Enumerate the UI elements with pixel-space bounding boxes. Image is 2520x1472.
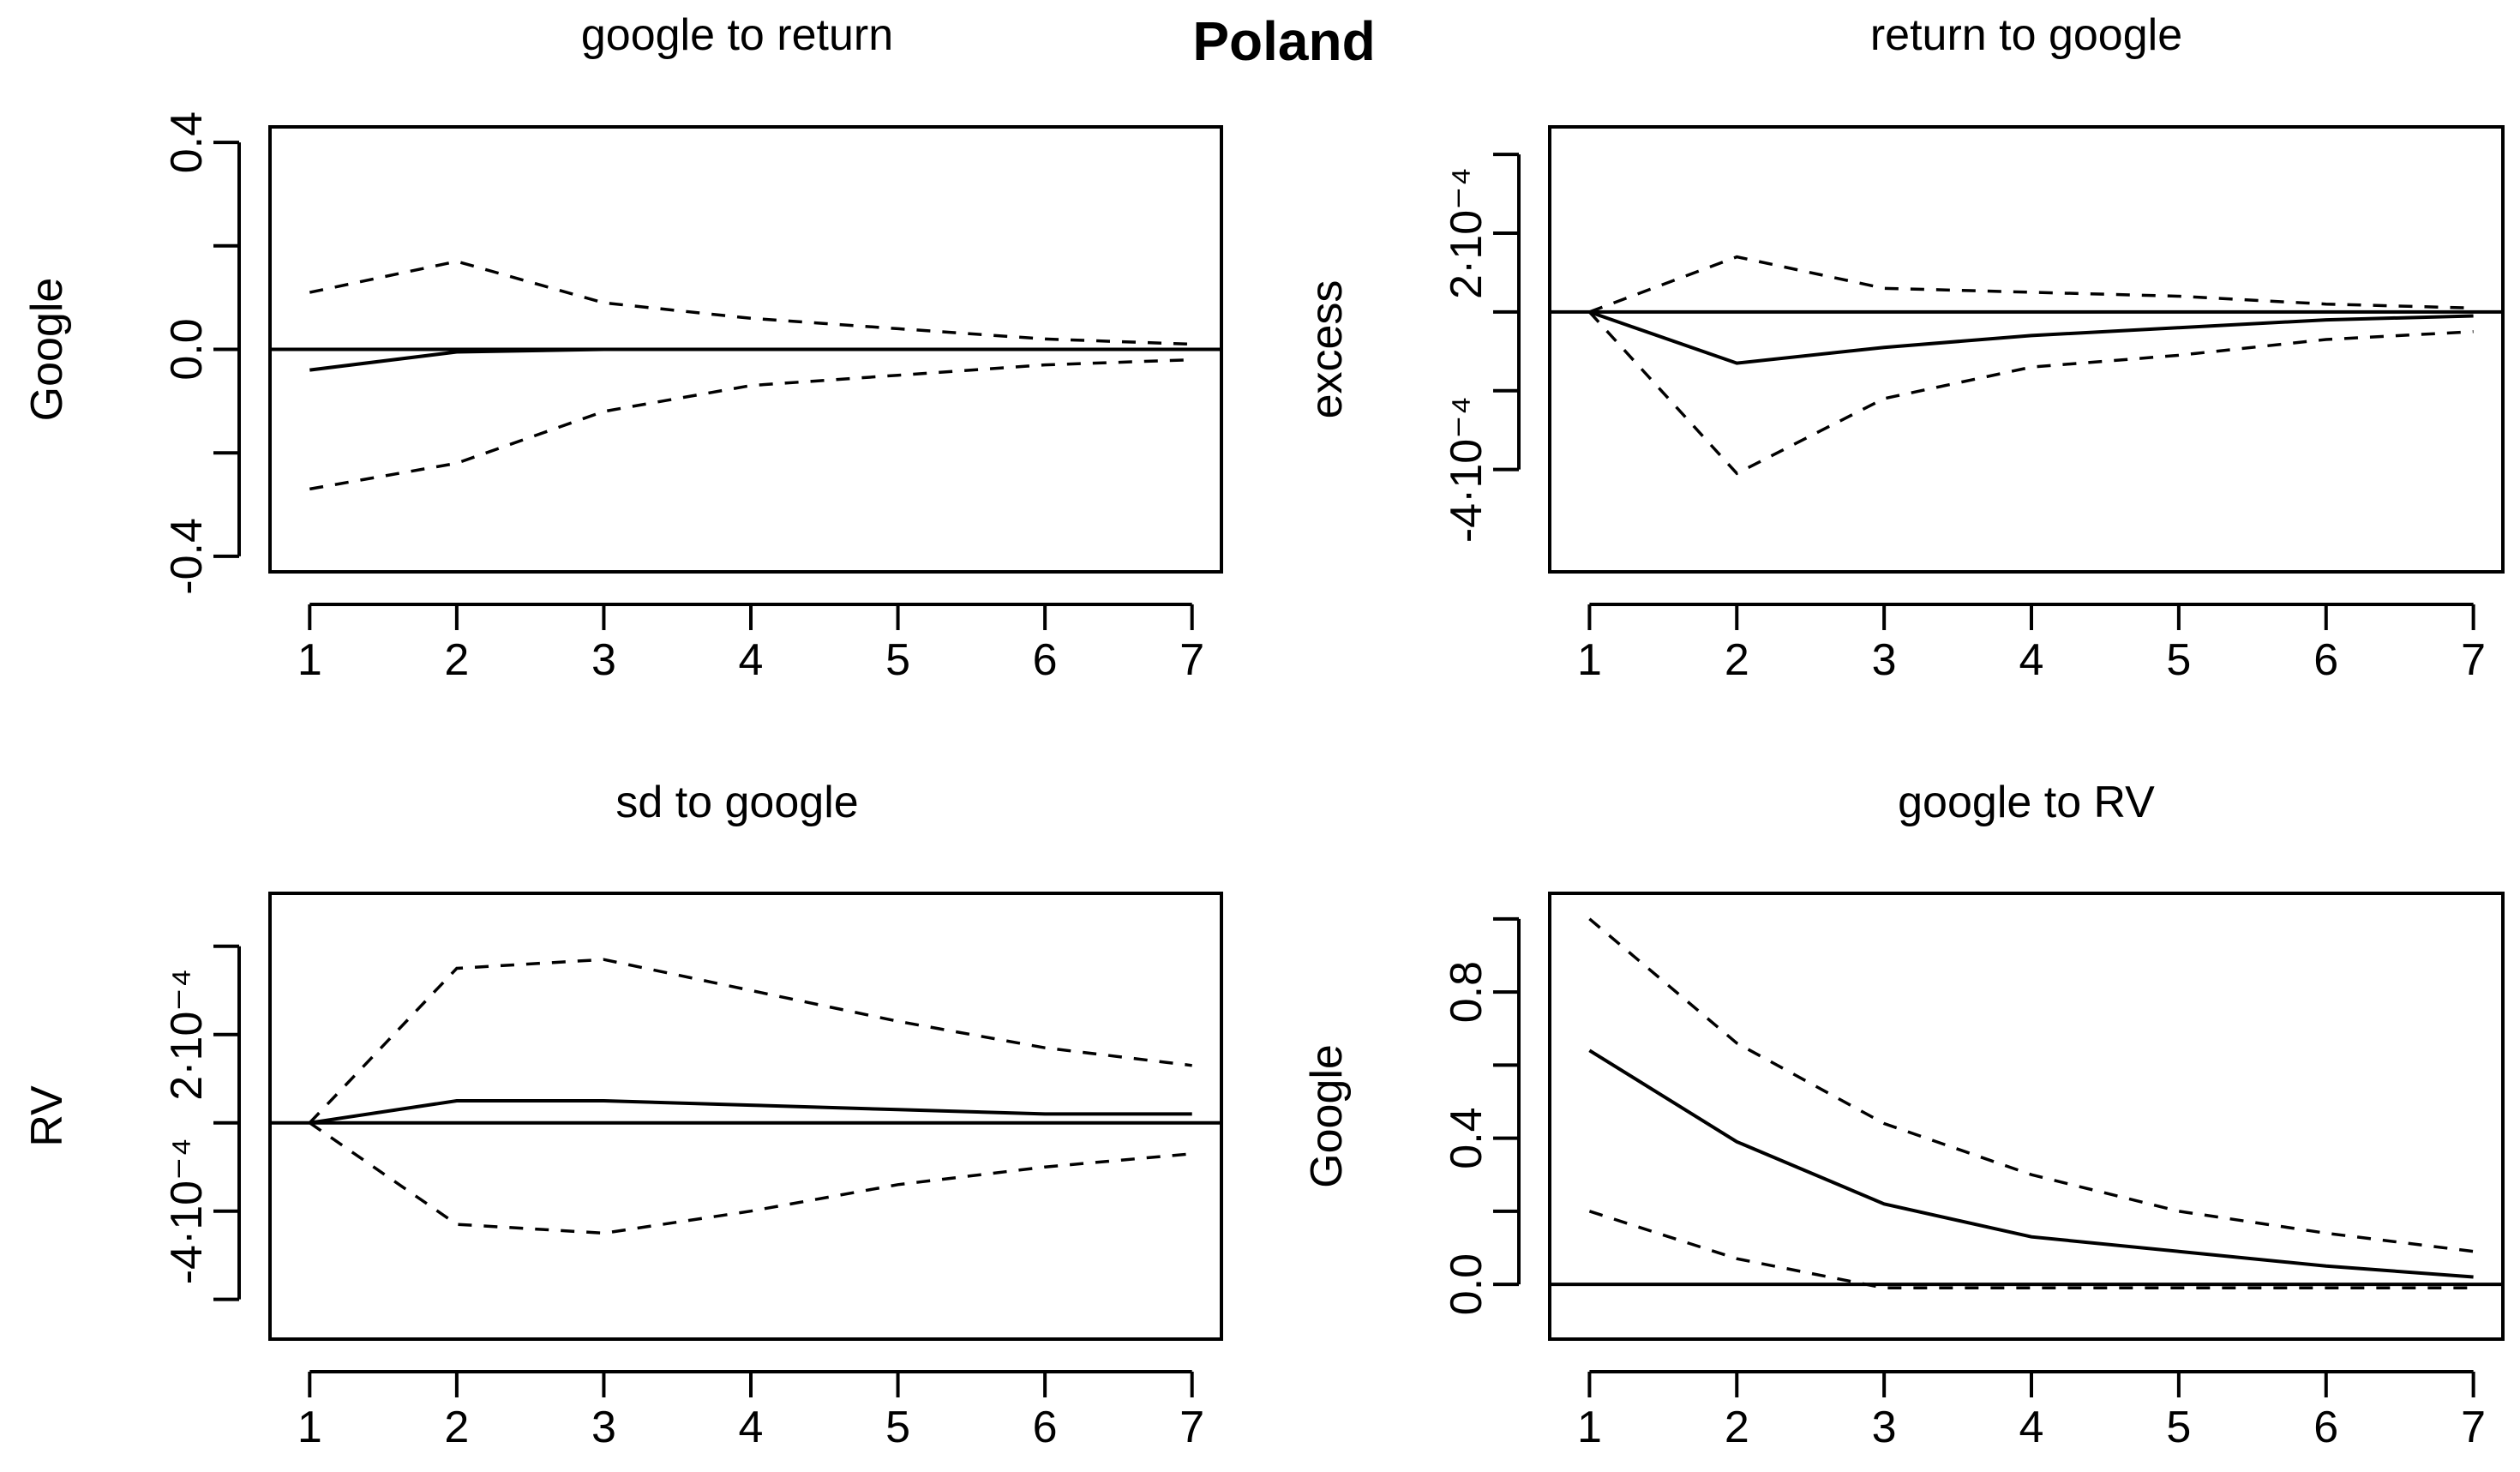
x-tick-label: 2 [444,635,469,685]
y-tick-label: 2·10⁻⁴ [1442,167,1491,299]
y-tick-label: -4·10⁻⁴ [1442,396,1491,543]
y-tick-label: 0.0 [1442,1253,1491,1315]
y-tick-label: 0.4 [162,111,212,173]
x-tick-label: 3 [591,635,616,685]
x-tick-label: 7 [2461,1403,2486,1452]
x-tick-label: 4 [2019,635,2044,685]
series-lower [309,1121,1192,1235]
x-tick-label: 6 [2313,635,2338,685]
panel-4: google to RV 1 2 3 4 5 6 7 0.0 0.4 0.8 Google [1302,778,2505,1452]
series-upper [1588,255,2474,314]
x-tick-label: 5 [2166,1403,2191,1452]
x-tick-label: 6 [1033,635,1058,685]
series-upper [309,260,1192,346]
x-tick-label: 5 [2166,635,2191,685]
x-tick-label: 2 [1725,1403,1749,1452]
x-tick-label: 4 [739,635,764,685]
series-response [309,1099,1192,1125]
x-tick-label: 5 [885,635,910,685]
series-upper [309,958,1192,1124]
x-tick-label: 5 [885,1403,910,1452]
x-tick-label: 3 [591,1403,616,1452]
x-tick-label: 7 [1179,1403,1204,1452]
panel-title: google to return [581,10,893,60]
y-axis-title: Google [1302,1044,1352,1188]
y-tick-label: 0.0 [162,318,212,380]
x-tick-label: 1 [1577,1403,1602,1452]
series-response [309,347,1192,372]
plot-frame [268,892,1223,1341]
series-lower [309,357,1192,491]
panel-3: sd to google 1 2 3 4 5 6 7 -4·10⁻⁴ 2·10⁻⁴ RV [22,778,1223,1452]
y-tick-label: -0.4 [162,518,212,595]
panel-title: sd to google [615,778,858,827]
y-axis-title: RV [22,1085,72,1147]
series-response [1588,1048,2474,1279]
panel-title: return to google [1870,10,2182,60]
x-tick-label: 2 [1725,635,1749,685]
figure-title: Poland [1192,10,1375,72]
x-tick-label: 7 [2461,635,2486,685]
x-tick-label: 6 [2313,1403,2338,1452]
series-response [1588,310,2474,365]
panel-2: return to google 1 2 3 4 5 6 7 -4·10⁻⁴ 2·10⁻⁴ exce… [1302,10,2505,685]
x-tick-label: 4 [2019,1403,2044,1452]
plot-frame [1548,125,2505,574]
series-lower [1588,1210,2474,1290]
y-axis-title: excess [1302,280,1352,419]
x-tick-label: 3 [1872,635,1897,685]
y-tick-label: 2·10⁻⁴ [162,969,212,1101]
x-tick-label: 7 [1179,635,1204,685]
x-tick-label: 2 [444,1403,469,1452]
panel-1: google to return 1 2 3 4 5 6 7 -0.4 0.0 0.4 Google [22,10,1223,685]
plot-frame [1548,892,2505,1341]
x-tick-label: 3 [1872,1403,1897,1452]
y-tick-label: -4·10⁻⁴ [162,1138,212,1284]
x-tick-label: 4 [739,1403,764,1452]
x-tick-label: 1 [297,1403,322,1452]
series-upper [1588,917,2474,1253]
x-tick-label: 1 [297,635,322,685]
y-axis-title: Google [22,278,72,422]
y-tick-label: 0.8 [1442,961,1491,1023]
x-tick-label: 6 [1033,1403,1058,1452]
y-tick-label: 0.4 [1442,1107,1491,1169]
panels: google to return 1 2 3 4 5 6 7 -0.4 0.0 0.4 Google r… [22,10,2505,1452]
series-lower [1588,310,2474,476]
panel-title: google to RV [1898,778,2155,827]
x-tick-label: 1 [1577,635,1602,685]
